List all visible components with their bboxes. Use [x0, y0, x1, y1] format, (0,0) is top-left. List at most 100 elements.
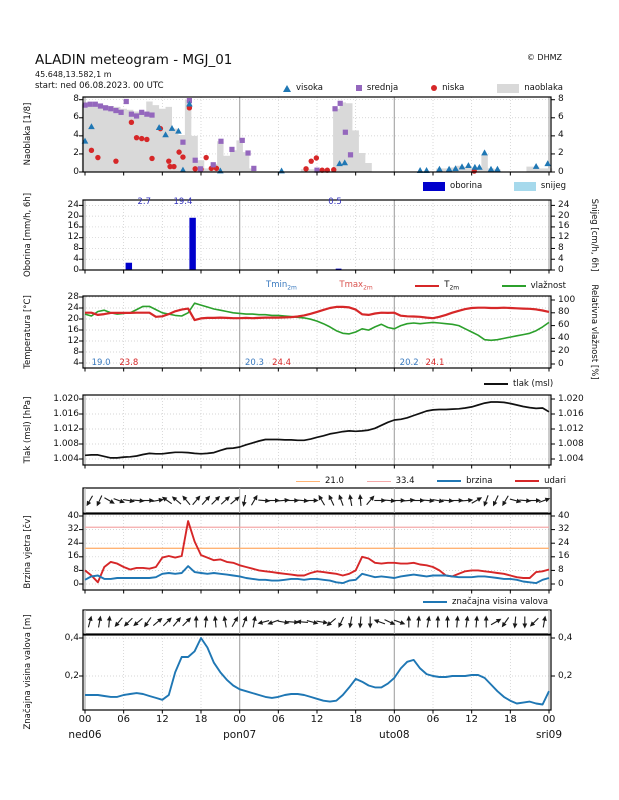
ytick-label-left: 32	[67, 524, 79, 535]
xtick-hour-label: 06	[271, 714, 285, 725]
niska-circle-icon	[431, 85, 438, 91]
xtick-day-label: uto08	[379, 729, 410, 741]
legend-waves: značajna visina valova	[423, 597, 566, 607]
ytick-label-right: 0	[558, 578, 564, 589]
ytick-label-left: 20	[67, 313, 79, 324]
ytick-label-right: 24	[558, 199, 570, 210]
legend-item-33: 33.4	[366, 476, 415, 486]
legend-item-brzina: brzina	[437, 476, 492, 486]
xtick-hour-label: 12	[310, 714, 324, 725]
legend-item-tmin: Tmin2m	[266, 280, 297, 292]
legend-label: brzina	[466, 476, 493, 486]
legend-label: niska	[442, 83, 465, 93]
tlak-line-icon	[484, 383, 508, 385]
ytick-label-right: 40	[558, 510, 570, 521]
legend-item-srednja: srednja	[355, 83, 399, 93]
ytick-label-left: 1.016	[53, 408, 79, 419]
visoka-triangle-icon	[283, 84, 291, 92]
oborina-patch-icon	[423, 181, 445, 191]
legend-item-snijeg: snijeg	[513, 181, 566, 191]
legend-item-vlaznost: vlažnost	[501, 280, 566, 291]
ytick-label-left: 24	[67, 199, 79, 210]
ytick-label-left: 12	[67, 232, 79, 243]
legend-label: vlažnost	[530, 280, 566, 291]
legend-label: udari	[544, 476, 566, 486]
legend-item-oborina: oborina	[423, 181, 482, 191]
ytick-label-right: 0	[558, 358, 564, 369]
legend-label: oborina	[450, 181, 483, 191]
xtick-day-label: ned06	[68, 729, 102, 741]
legend-label: 21.0	[325, 476, 344, 486]
legend-precip: oborina snijeg	[423, 181, 566, 191]
legend-temp: Tmin2m Tmax2m T2m vlažnost	[266, 280, 566, 292]
srednja-square-icon	[355, 85, 362, 91]
ytick-label-left: 4	[73, 357, 79, 368]
ytick-label-right: 8	[558, 242, 564, 253]
ytick-label-left: 24	[67, 302, 79, 313]
ytick-label-left: 0,2	[64, 670, 79, 681]
ytick-label-right: 1.016	[558, 408, 584, 419]
ytick-label-right: 1.008	[558, 438, 584, 449]
legend-label: visoka	[296, 83, 324, 93]
ytick-label-left: 6	[73, 112, 79, 123]
temp-extreme-label: 24.4	[272, 358, 292, 368]
ytick-label-right: 0	[558, 264, 564, 275]
ytick-label-right: 40	[558, 332, 570, 343]
ytick-label-left: 4	[73, 253, 79, 264]
legend-label: srednja	[366, 83, 399, 93]
legend-clouds: visoka srednja niska naoblaka	[283, 83, 563, 93]
threshold33-line-icon	[366, 480, 391, 482]
xtick-day-label: pon07	[223, 729, 257, 741]
xtick-hour-label: 00	[387, 714, 401, 725]
xtick-hour-label: 00	[542, 714, 556, 725]
legend-label: značajna visina valova	[452, 597, 549, 607]
xtick-hour-label: 12	[155, 714, 169, 725]
ytick-label-left: 8	[73, 242, 79, 253]
ytick-label-left: 0	[73, 166, 79, 177]
snijeg-patch-icon	[513, 181, 536, 191]
ytick-label-left: 40	[67, 510, 79, 521]
legend-label: naoblaka	[524, 83, 563, 93]
ytick-label-left: 16	[67, 324, 79, 335]
legend-item-visoka: visoka	[283, 83, 323, 93]
xtick-hour-label: 12	[465, 714, 479, 725]
ytick-label-right: 0	[558, 166, 564, 177]
ytick-label-right: 8	[558, 94, 564, 105]
temp-extreme-label: 20.3	[245, 358, 264, 368]
threshold21-line-icon	[296, 480, 320, 482]
xtick-hour-label: 00	[78, 714, 92, 725]
legend-pressure: tlak (msl)	[484, 379, 566, 389]
ytick-label-right: 6	[558, 112, 564, 123]
temp-extreme-label: 23.8	[119, 358, 139, 368]
precip-value-label: 0.5	[328, 197, 342, 207]
legend-item-tlak: tlak (msl)	[484, 379, 553, 389]
legend-item-udari: udari	[515, 476, 566, 486]
legend-item-valovi: značajna visina valova	[423, 597, 548, 607]
ytick-label-left: 8	[73, 346, 79, 357]
brzina-line-icon	[437, 480, 462, 482]
legend-item-21: 21.0	[296, 476, 344, 486]
ytick-label-left: 0	[73, 578, 79, 589]
ytick-label-left: 16	[67, 221, 79, 232]
temp-extreme-label: 19.0	[91, 358, 111, 368]
copyright-label: © DHMZ	[526, 53, 562, 62]
ytick-label-right: 80	[558, 307, 570, 318]
ytick-label-left: 1.020	[53, 393, 79, 404]
ytick-label-right: 20	[558, 210, 570, 221]
xtick-hour-label: 18	[349, 714, 363, 725]
ytick-label-right: 100	[558, 294, 576, 305]
legend-wind: 21.0 33.4 brzina udari	[296, 476, 566, 486]
ytick-label-right: 4	[558, 130, 564, 141]
ytick-label-right: 1.012	[558, 423, 584, 434]
legend-label: tlak (msl)	[513, 379, 554, 389]
ytick-label-left: 8	[73, 564, 79, 575]
ytick-label-left: 20	[67, 210, 79, 221]
legend-label: 33.4	[395, 476, 415, 486]
ytick-label-left: 0	[73, 264, 79, 275]
page-title: ALADIN meteogram - MGJ_01	[35, 52, 233, 68]
temp-extreme-label: 24.1	[425, 358, 445, 368]
ytick-label-right: 0,2	[558, 670, 573, 681]
precip-value-label: 19.4	[173, 197, 193, 207]
ytick-label-right: 1.004	[558, 453, 584, 464]
